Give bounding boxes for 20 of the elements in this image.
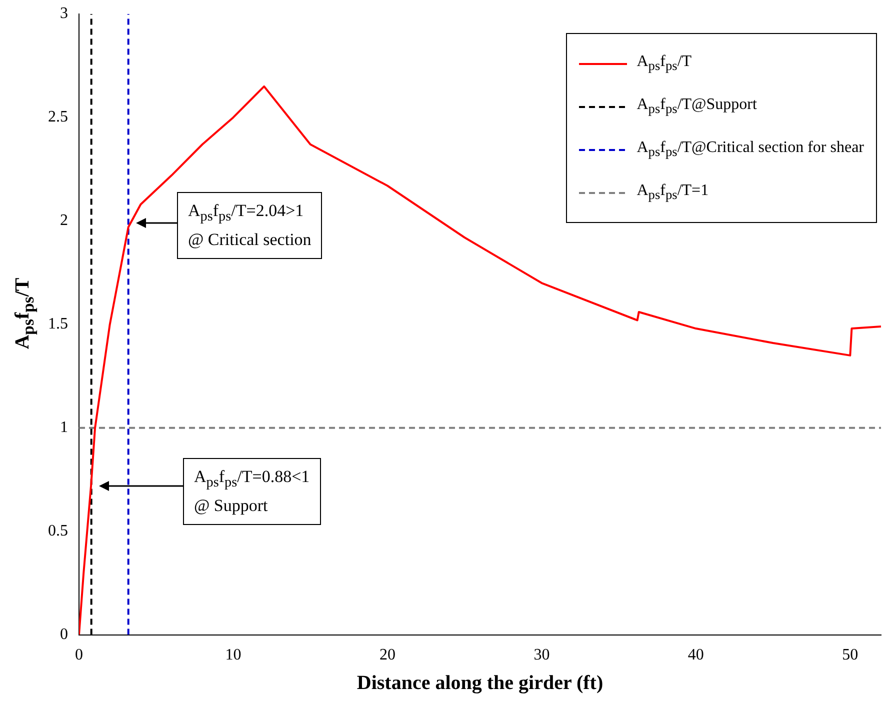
x-tick-label: 10 [225,646,242,664]
legend-label: A$_{ps}$f$_{ps}$/T [636,52,692,74]
x-tick-label: 40 [688,646,704,664]
x-tick-label: 30 [534,646,550,664]
x-axis-title: Distance along the girder (ft) [356,672,604,694]
y-tick-label: 0 [60,626,68,644]
x-tick-label: 50 [842,646,858,664]
legend-label: A$_{ps}$f$_{ps}$/T@Critical section for shear [636,138,864,160]
x-tick-label: 20 [379,646,396,664]
legend-label: A$_{ps}$f$_{ps}$/T@Support [636,96,757,118]
y-tick-label: 3 [60,5,68,22]
x-tick-label: 0 [75,646,83,664]
annotation: A$_{ps}$f$_{ps}$/T=0.88<1 @ Support [183,458,321,526]
y-tick-label: 0.5 [48,522,68,540]
y-tick-label: 1 [60,419,68,436]
y-tick-label: 2 [60,212,68,230]
y-tick-label: 2.5 [48,108,68,126]
legend-label: A$_{ps}$f$_{ps}$/T=1 [636,182,709,204]
annotation: A$_{ps}$f$_{ps}$/T=2.04>1 @ Critical section [177,192,322,260]
y-tick-label: 1.5 [48,316,68,333]
